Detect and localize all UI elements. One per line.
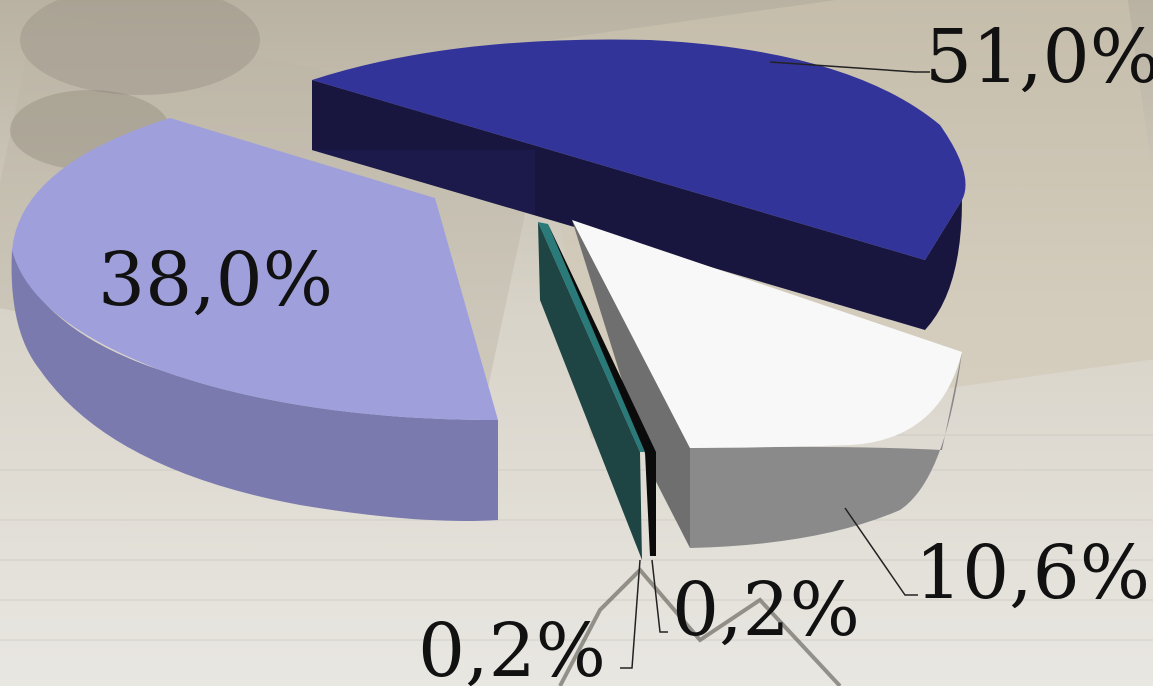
pie-slice-38-side <box>11 250 499 521</box>
pie-slice-10-6-top <box>572 220 962 448</box>
label-51: 51,0% <box>925 14 1153 100</box>
leader-line-0-2-left <box>620 559 641 669</box>
pie-slice-51-top <box>312 39 966 260</box>
pie-slice-10-6 <box>572 220 962 548</box>
pie-slice-51 <box>312 39 966 330</box>
label-0-2-right: 0,2% <box>672 567 860 653</box>
label-38: 38,0% <box>98 237 333 323</box>
pie-slice-10-6-side <box>690 352 962 548</box>
pie-slice-51-side <box>312 80 962 330</box>
pie-slice-38 <box>11 118 499 521</box>
label-0-2-left: 0,2% <box>418 608 606 686</box>
leader-line-51 <box>769 61 930 73</box>
leader-line-10-6 <box>844 507 918 596</box>
label-10-6: 10,6% <box>915 530 1150 616</box>
leader-line-0-2-right <box>651 559 668 633</box>
pie-slice-38-top <box>12 118 498 420</box>
